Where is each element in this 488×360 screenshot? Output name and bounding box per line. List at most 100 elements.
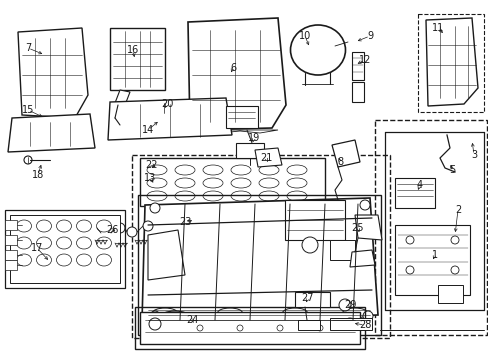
Circle shape (149, 318, 161, 330)
Circle shape (405, 236, 413, 244)
Text: 23: 23 (179, 217, 191, 227)
Circle shape (276, 325, 283, 331)
Bar (297, 320, 319, 330)
Circle shape (338, 299, 350, 311)
Ellipse shape (286, 165, 306, 175)
Text: 12: 12 (358, 55, 370, 65)
Polygon shape (142, 198, 377, 322)
Ellipse shape (286, 191, 306, 201)
Circle shape (450, 266, 458, 274)
Ellipse shape (175, 178, 195, 188)
Text: 15: 15 (22, 105, 34, 115)
Text: 22: 22 (145, 160, 158, 170)
Bar (5, 260, 17, 270)
Ellipse shape (57, 254, 71, 266)
Ellipse shape (203, 178, 223, 188)
Text: 6: 6 (229, 63, 236, 73)
Text: 27: 27 (301, 293, 314, 303)
Bar (135, 307, 364, 349)
Ellipse shape (286, 178, 306, 188)
Bar (285, 200, 345, 240)
Circle shape (359, 200, 369, 210)
Circle shape (362, 311, 372, 321)
Text: 17: 17 (31, 243, 43, 253)
Ellipse shape (96, 237, 111, 249)
Ellipse shape (290, 25, 345, 75)
Bar (329, 240, 354, 260)
Bar (110, 28, 164, 90)
Bar (329, 318, 371, 330)
Ellipse shape (157, 311, 192, 329)
Ellipse shape (17, 254, 31, 266)
Text: 18: 18 (32, 170, 44, 180)
Ellipse shape (152, 308, 177, 318)
Bar (5, 220, 17, 230)
Text: 19: 19 (247, 133, 260, 143)
Polygon shape (349, 250, 374, 267)
Text: 28: 28 (358, 320, 370, 330)
Polygon shape (18, 28, 88, 118)
Circle shape (302, 237, 317, 253)
Circle shape (159, 103, 169, 113)
Text: 24: 24 (185, 315, 198, 325)
Text: 1: 1 (431, 250, 437, 260)
Circle shape (87, 223, 97, 233)
Bar (394, 178, 434, 208)
Circle shape (343, 318, 355, 330)
Circle shape (150, 311, 160, 321)
Bar (10, 215, 120, 283)
Ellipse shape (147, 165, 167, 175)
Ellipse shape (230, 191, 250, 201)
Text: 7: 7 (25, 43, 31, 53)
Circle shape (115, 223, 125, 233)
Bar (140, 158, 325, 206)
Circle shape (101, 228, 111, 238)
Text: 29: 29 (343, 300, 355, 310)
Circle shape (142, 221, 153, 231)
Polygon shape (354, 215, 381, 240)
Circle shape (127, 227, 137, 237)
Bar (351, 52, 363, 80)
Ellipse shape (17, 237, 31, 249)
Bar (5, 250, 17, 260)
Text: 25: 25 (351, 223, 364, 233)
Bar (417, 14, 483, 112)
Ellipse shape (203, 165, 223, 175)
Text: 2: 2 (454, 205, 460, 215)
Ellipse shape (342, 308, 367, 318)
Ellipse shape (17, 220, 31, 232)
Bar (5, 210, 125, 288)
Bar (138, 195, 380, 335)
Text: 10: 10 (298, 31, 310, 41)
Polygon shape (108, 98, 231, 140)
Text: 11: 11 (431, 23, 443, 33)
Ellipse shape (259, 191, 279, 201)
Ellipse shape (175, 165, 195, 175)
Bar (236, 143, 264, 158)
Text: 14: 14 (142, 125, 154, 135)
Text: 4: 4 (416, 180, 422, 190)
Ellipse shape (37, 237, 51, 249)
Circle shape (237, 325, 243, 331)
Polygon shape (331, 140, 359, 167)
Bar (132, 155, 389, 338)
Bar (140, 312, 359, 344)
Bar (294, 292, 329, 307)
Circle shape (316, 325, 323, 331)
Ellipse shape (76, 237, 91, 249)
Bar (394, 225, 469, 295)
Circle shape (450, 236, 458, 244)
Ellipse shape (147, 191, 167, 201)
Text: 9: 9 (366, 31, 372, 41)
Ellipse shape (230, 178, 250, 188)
Ellipse shape (259, 178, 279, 188)
Ellipse shape (96, 220, 111, 232)
Text: 21: 21 (259, 153, 272, 163)
Ellipse shape (147, 178, 167, 188)
Ellipse shape (37, 220, 51, 232)
Polygon shape (115, 90, 130, 105)
Text: 3: 3 (470, 150, 476, 160)
Text: 20: 20 (161, 99, 173, 109)
Ellipse shape (96, 254, 111, 266)
Circle shape (405, 266, 413, 274)
